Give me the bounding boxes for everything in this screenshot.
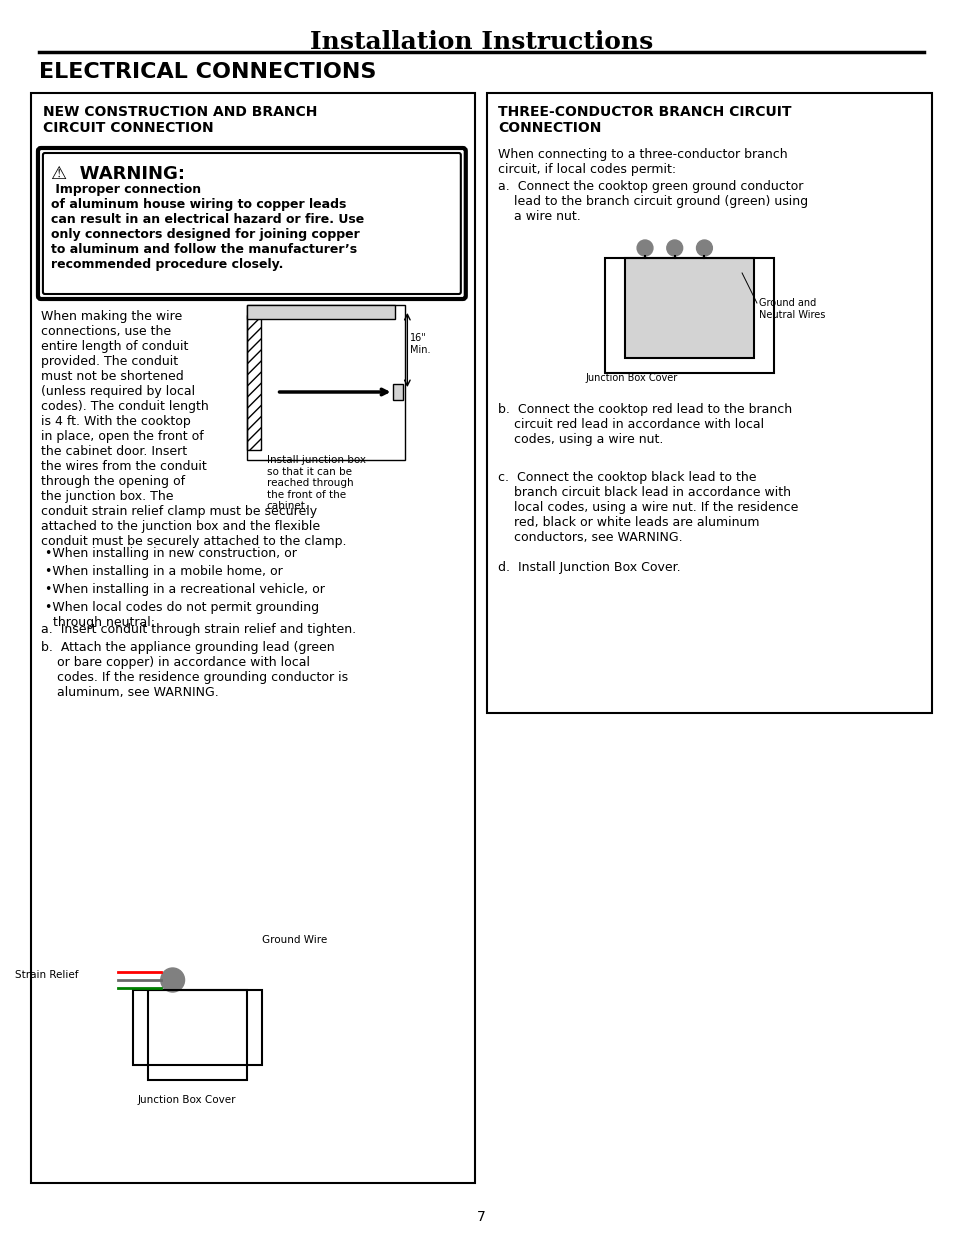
Text: Junction Box Cover: Junction Box Cover	[585, 373, 678, 383]
Text: conduit strain relief clamp must be securely
attached to the junction box and th: conduit strain relief clamp must be secu…	[41, 505, 346, 548]
Bar	[31, 93, 475, 1183]
Bar	[132, 990, 261, 1065]
Circle shape	[161, 968, 184, 992]
Text: •When installing in a recreational vehicle, or: •When installing in a recreational vehic…	[45, 583, 324, 597]
Text: a.  Insert conduit through strain relief and tighten.: a. Insert conduit through strain relief …	[41, 622, 355, 636]
Bar	[393, 384, 403, 400]
Text: When making the wire
connections, use the
entire length of conduit
provided. The: When making the wire connections, use th…	[41, 310, 209, 503]
Text: c.  Connect the cooktop black lead to the
    branch circuit black lead in accor: c. Connect the cooktop black lead to the…	[497, 471, 798, 543]
Bar	[247, 315, 260, 450]
Circle shape	[637, 240, 652, 256]
Text: 16"
Min.: 16" Min.	[410, 333, 431, 354]
Text: •When local codes do not permit grounding
  through neutral:: •When local codes do not permit groundin…	[45, 601, 318, 629]
Text: Strain Relief: Strain Relief	[15, 969, 78, 981]
Bar	[148, 990, 247, 1079]
Text: Installation Instructions: Installation Instructions	[310, 30, 653, 54]
Text: •When installing in new construction, or: •When installing in new construction, or	[45, 547, 296, 559]
Text: d.  Install Junction Box Cover.: d. Install Junction Box Cover.	[497, 561, 680, 574]
Text: a.  Connect the cooktop green ground conductor
    lead to the branch circuit gr: a. Connect the cooktop green ground cond…	[497, 180, 808, 224]
FancyBboxPatch shape	[43, 153, 460, 294]
Text: b.  Connect the cooktop red lead to the branch
    circuit red lead in accordanc: b. Connect the cooktop red lead to the b…	[497, 403, 792, 446]
Text: b.  Attach the appliance grounding lead (green
    or bare copper) in accordance: b. Attach the appliance grounding lead (…	[41, 641, 348, 699]
FancyBboxPatch shape	[38, 148, 465, 299]
Text: Ground Wire: Ground Wire	[261, 935, 327, 945]
Text: NEW CONSTRUCTION AND BRANCH
CIRCUIT CONNECTION: NEW CONSTRUCTION AND BRANCH CIRCUIT CONN…	[43, 105, 317, 135]
Bar	[486, 93, 931, 713]
Text: When connecting to a three-conductor branch
circuit, if local codes permit:: When connecting to a three-conductor bra…	[497, 148, 787, 177]
Circle shape	[696, 240, 712, 256]
Text: Install junction box
so that it can be
reached through
the front of the
cabinet.: Install junction box so that it can be r…	[267, 454, 365, 511]
Text: •When installing in a mobile home, or: •When installing in a mobile home, or	[45, 564, 282, 578]
Text: THREE-CONDUCTOR BRANCH CIRCUIT
CONNECTION: THREE-CONDUCTOR BRANCH CIRCUIT CONNECTIO…	[497, 105, 791, 135]
Text: ELECTRICAL CONNECTIONS: ELECTRICAL CONNECTIONS	[39, 62, 375, 82]
Bar	[247, 305, 395, 319]
Text: Junction Box Cover: Junction Box Cover	[138, 1095, 236, 1105]
Text: Ground and
Neutral Wires: Ground and Neutral Wires	[759, 298, 824, 320]
Text: 7: 7	[476, 1210, 485, 1224]
Circle shape	[666, 240, 682, 256]
Bar	[605, 258, 773, 373]
Bar	[247, 305, 405, 459]
Text: ⚠  WARNING:: ⚠ WARNING:	[51, 165, 185, 183]
Text: Improper connection
of aluminum house wiring to copper leads
can result in an el: Improper connection of aluminum house wi…	[51, 183, 364, 270]
Bar	[624, 258, 753, 358]
